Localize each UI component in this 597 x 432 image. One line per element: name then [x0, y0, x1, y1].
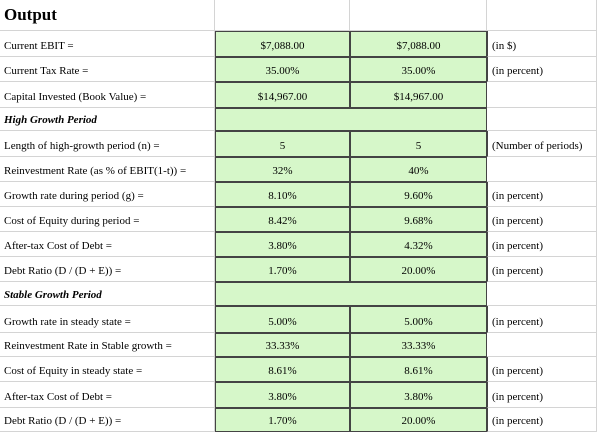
value-cell: $7,088.00 — [350, 31, 487, 57]
value-cell: 8.42% — [215, 207, 350, 232]
value-cell: 5.00% — [350, 306, 487, 333]
empty-cell — [487, 157, 597, 182]
empty-cell — [487, 333, 597, 357]
row-label: Debt Ratio (D / (D + E)) = — [0, 408, 215, 432]
value-cell: 8.61% — [350, 357, 487, 382]
value-cell: 9.68% — [350, 207, 487, 232]
value-cell: 20.00% — [350, 257, 487, 282]
empty-cell — [487, 0, 597, 31]
value-cell: 1.70% — [215, 257, 350, 282]
value-cell: $14,967.00 — [215, 82, 350, 108]
empty-cell — [350, 0, 487, 31]
row-label: Debt Ratio (D / (D + E)) = — [0, 257, 215, 282]
row-label: Capital Invested (Book Value) = — [0, 82, 215, 108]
unit-note: (in percent) — [487, 232, 597, 257]
empty-cell — [487, 82, 597, 108]
row-label: Length of high-growth period (n) = — [0, 131, 215, 157]
row-label: After-tax Cost of Debt = — [0, 382, 215, 408]
value-cell: 8.10% — [215, 182, 350, 207]
unit-note: (in percent) — [487, 357, 597, 382]
value-cell: 5.00% — [215, 306, 350, 333]
empty-cell — [487, 108, 597, 131]
value-cell: 33.33% — [350, 333, 487, 357]
value-cell: $14,967.00 — [350, 82, 487, 108]
unit-note: (Number of periods) — [487, 131, 597, 157]
value-cell: 33.33% — [215, 333, 350, 357]
value-cell: 8.61% — [215, 357, 350, 382]
value-cell: 35.00% — [350, 57, 487, 82]
row-label: Growth rate in steady state = — [0, 306, 215, 333]
unit-note: (in percent) — [487, 306, 597, 333]
value-cell: 1.70% — [215, 408, 350, 432]
value-cell: 4.32% — [350, 232, 487, 257]
input-band — [215, 282, 487, 306]
value-cell: 5 — [350, 131, 487, 157]
value-cell: 3.80% — [350, 382, 487, 408]
input-band — [215, 108, 487, 131]
value-cell: 5 — [215, 131, 350, 157]
unit-note: (in percent) — [487, 408, 597, 432]
value-cell: 3.80% — [215, 382, 350, 408]
sheet-title: Output — [0, 0, 215, 31]
row-label: Cost of Equity in steady state = — [0, 357, 215, 382]
section-heading: High Growth Period — [0, 108, 215, 131]
unit-note: (in percent) — [487, 207, 597, 232]
value-cell: 20.00% — [350, 408, 487, 432]
value-cell: 3.80% — [215, 232, 350, 257]
value-cell: 9.60% — [350, 182, 487, 207]
unit-note: (in percent) — [487, 182, 597, 207]
row-label: Current Tax Rate = — [0, 57, 215, 82]
unit-note: (in $) — [487, 31, 597, 57]
unit-note: (in percent) — [487, 57, 597, 82]
row-label: After-tax Cost of Debt = — [0, 232, 215, 257]
unit-note: (in percent) — [487, 257, 597, 282]
row-label: Cost of Equity during period = — [0, 207, 215, 232]
row-label: Reinvestment Rate (as % of EBIT(1-t)) = — [0, 157, 215, 182]
value-cell: 40% — [350, 157, 487, 182]
row-label: Reinvestment Rate in Stable growth = — [0, 333, 215, 357]
row-label: Current EBIT = — [0, 31, 215, 57]
row-label: Growth rate during period (g) = — [0, 182, 215, 207]
empty-cell — [215, 0, 350, 31]
value-cell: 35.00% — [215, 57, 350, 82]
value-cell: $7,088.00 — [215, 31, 350, 57]
value-cell: 32% — [215, 157, 350, 182]
section-heading: Stable Growth Period — [0, 282, 215, 306]
empty-cell — [487, 282, 597, 306]
unit-note: (in percent) — [487, 382, 597, 408]
